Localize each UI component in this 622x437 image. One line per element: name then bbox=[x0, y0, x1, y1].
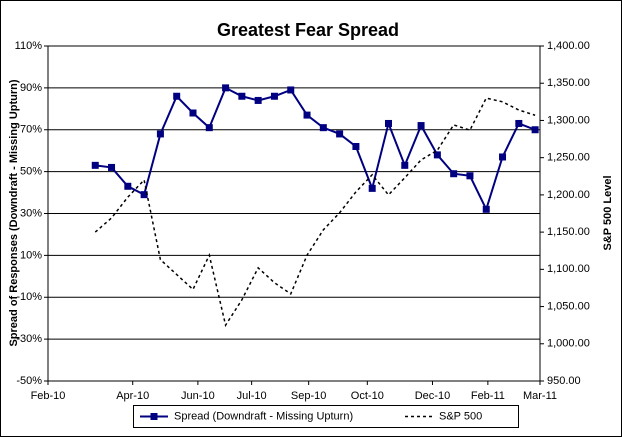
y2-tick-label: 1,150.00 bbox=[547, 226, 590, 238]
point bbox=[401, 161, 409, 169]
y2-tick-label: 1,050.00 bbox=[547, 300, 590, 312]
y-tick-label: 50% bbox=[20, 166, 42, 178]
y-tick-label: -30% bbox=[16, 333, 42, 345]
legend-label: Spread (Downdraft - Missing Upturn) bbox=[174, 410, 353, 422]
point bbox=[450, 170, 458, 178]
point bbox=[384, 119, 392, 127]
series-line bbox=[94, 97, 536, 328]
point bbox=[173, 92, 181, 100]
y-tick-label: -50% bbox=[16, 375, 42, 387]
x-tick-label: Feb-11 bbox=[471, 390, 505, 402]
point bbox=[515, 119, 523, 127]
point bbox=[319, 124, 327, 132]
point bbox=[417, 122, 425, 130]
chart-title: Greatest Fear Spread bbox=[217, 20, 399, 40]
series-line bbox=[95, 86, 536, 213]
x-tick-label: Apr-10 bbox=[116, 390, 149, 402]
x-tick-label: Oct-10 bbox=[351, 390, 384, 402]
point bbox=[368, 184, 376, 192]
x-tick-label: Jun-10 bbox=[181, 390, 215, 402]
x-tick-label: Jul-10 bbox=[237, 390, 267, 402]
legend-box bbox=[133, 405, 519, 428]
point bbox=[303, 111, 311, 119]
y2-tick-label: 1,200.00 bbox=[547, 189, 590, 201]
point bbox=[238, 92, 246, 100]
y-tick-label: 90% bbox=[20, 82, 42, 94]
point bbox=[124, 182, 132, 190]
point bbox=[433, 151, 441, 159]
point bbox=[205, 124, 213, 132]
y-tick-label: 70% bbox=[20, 124, 42, 136]
point bbox=[156, 130, 164, 138]
point bbox=[466, 172, 474, 180]
point bbox=[482, 205, 490, 213]
x-tick-label: Mar-11 bbox=[523, 390, 557, 402]
point bbox=[352, 143, 360, 150]
y-tick-label: 110% bbox=[15, 40, 43, 52]
x-tick-label: Dec-10 bbox=[415, 390, 450, 402]
y2-tick-label: 1,300.00 bbox=[547, 114, 590, 126]
y-tick-label: 30% bbox=[20, 207, 42, 219]
legend-marker bbox=[150, 413, 158, 420]
y2-axis-title: S&P 500 Level bbox=[602, 175, 614, 250]
point bbox=[499, 153, 507, 161]
x-tick-label: Sep-10 bbox=[291, 390, 326, 402]
legend-label: S&P 500 bbox=[439, 410, 482, 422]
point bbox=[254, 96, 262, 104]
y2-tick-label: 1,100.00 bbox=[547, 263, 590, 275]
y2-tick-label: 1,350.00 bbox=[547, 77, 590, 89]
point bbox=[108, 163, 116, 171]
y-tick-label: -10% bbox=[16, 291, 42, 303]
point bbox=[270, 92, 278, 100]
point bbox=[189, 109, 197, 117]
y2-tick-label: 1,250.00 bbox=[547, 152, 590, 164]
y-tick-label: 10% bbox=[20, 249, 42, 261]
point bbox=[222, 84, 230, 92]
y-axis-title: Spread of Responses (Downdraft - Missing… bbox=[8, 79, 20, 346]
x-tick-label: Feb-10 bbox=[31, 390, 66, 402]
point bbox=[91, 161, 99, 169]
point bbox=[287, 86, 295, 94]
point bbox=[531, 126, 539, 134]
point bbox=[140, 191, 148, 199]
point bbox=[336, 130, 344, 138]
y2-tick-label: 1,000.00 bbox=[547, 338, 590, 350]
y2-tick-label: 950.00 bbox=[547, 375, 581, 387]
y2-tick-label: 1,400.00 bbox=[547, 40, 590, 52]
